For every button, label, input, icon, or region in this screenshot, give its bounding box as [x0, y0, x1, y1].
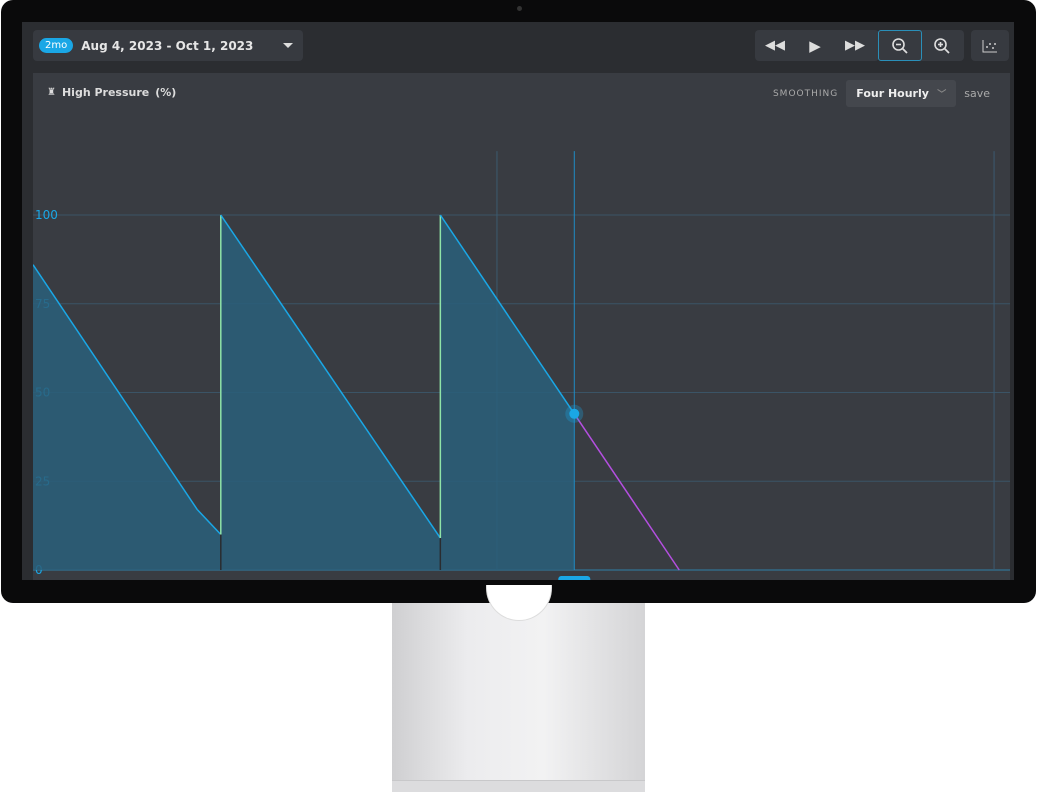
smoothing-control: SMOOTHING Four Hourly ﹀ save — [773, 80, 990, 107]
scatter-chart-icon — [982, 39, 997, 52]
playback-controls: ◀◀ ▶ ▶▶ — [755, 30, 879, 61]
fast-forward-button[interactable]: ▶▶ — [835, 30, 875, 61]
x-tick-label: Oct 1, 2023 — [994, 579, 1010, 580]
line-segment — [439, 214, 575, 415]
smoothing-value: Four Hourly — [856, 87, 929, 100]
chart-settings-group — [971, 30, 1009, 61]
zoom-in-icon — [934, 37, 950, 54]
play-icon: ▶ — [809, 36, 821, 55]
smoothing-select[interactable]: Four Hourly ﹀ — [846, 80, 957, 107]
x-tick-label: Sep 1, 2023 — [497, 579, 577, 580]
y-tick-label: 100 — [35, 208, 58, 222]
chart-settings-button[interactable] — [971, 30, 1009, 61]
line-segment — [220, 214, 441, 539]
sensor-icon: ♜ — [47, 87, 56, 98]
play-button[interactable]: ▶ — [795, 30, 835, 61]
range-text: Aug 4, 2023 - Oct 1, 2023 — [81, 38, 254, 53]
smoothing-label: SMOOTHING — [772, 88, 839, 99]
now-badge-label: NOW — [565, 579, 585, 580]
rewind-button[interactable]: ◀◀ — [755, 30, 795, 61]
now-badge — [558, 576, 591, 580]
rewind-icon: ◀◀ — [765, 38, 785, 53]
camera — [517, 6, 522, 11]
save-button[interactable]: save — [964, 87, 990, 100]
zoom-in-button[interactable] — [922, 30, 962, 61]
screen: 2mo Aug 4, 2023 - Oct 1, 2023 ◀◀ ▶ ▶▶ ♜ … — [22, 22, 1014, 580]
forecast-line — [573, 413, 680, 571]
chart-unit: (%) — [155, 86, 177, 99]
date-range-picker[interactable]: 2mo Aug 4, 2023 - Oct 1, 2023 — [33, 30, 303, 61]
stand-foot — [392, 780, 645, 792]
zoom-controls — [878, 30, 964, 61]
range-badge: 2mo — [39, 38, 74, 53]
monitor-stand — [392, 603, 645, 783]
chart-title: ♜ High Pressure (%) — [47, 86, 176, 99]
zoom-out-icon — [892, 37, 908, 54]
zoom-out-button[interactable] — [878, 30, 922, 61]
chart-panel: ♜ High Pressure (%) SMOOTHING Four Hourl… — [33, 73, 1010, 580]
chevron-down-icon — [283, 43, 293, 48]
chart-title-text: High Pressure — [61, 86, 150, 99]
now-point — [569, 408, 580, 419]
chart[interactable]: 0255075100Sep 1, 2023Oct 1, 2023NOW — [33, 73, 1010, 580]
line-segment — [196, 509, 222, 536]
area-fill — [33, 215, 575, 570]
fast-forward-icon: ▶▶ — [845, 38, 865, 53]
line-segment — [33, 264, 198, 511]
chevron-down-icon: ﹀ — [937, 90, 947, 100]
